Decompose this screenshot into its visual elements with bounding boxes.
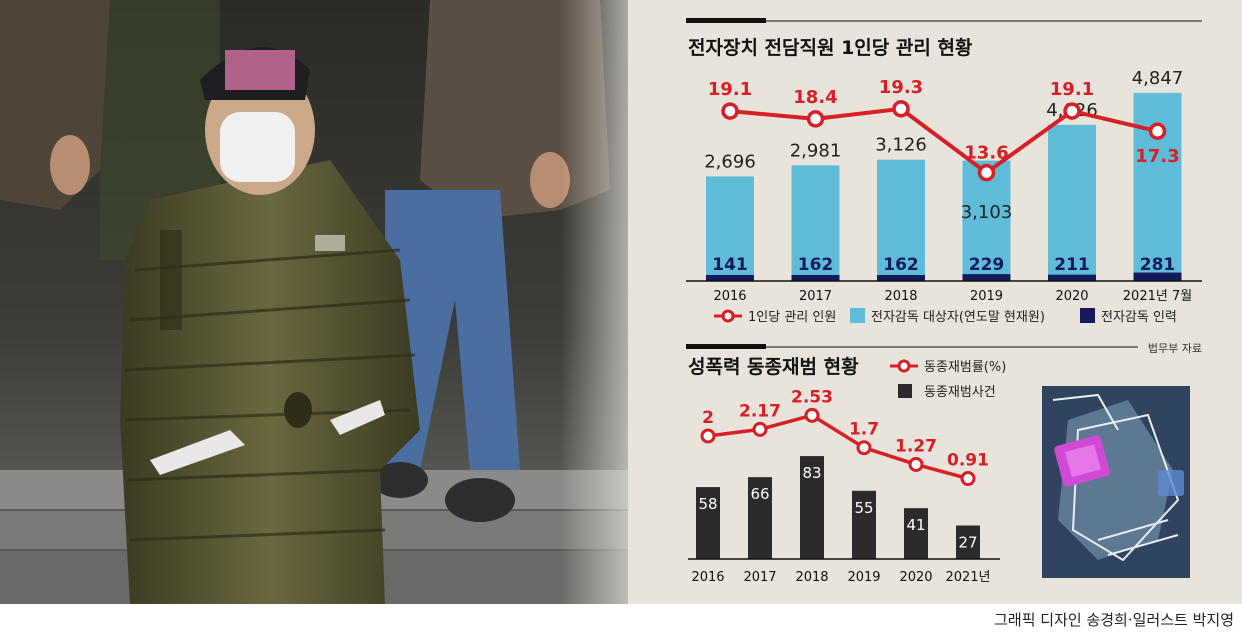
case-value-label: 58	[698, 495, 717, 513]
legend-swatch-targets	[850, 308, 865, 323]
per-person-value-label: 17.3	[1135, 146, 1179, 167]
x-tick-label: 2018	[795, 570, 828, 585]
target-bar	[706, 176, 754, 281]
target-bar	[1133, 92, 1182, 281]
staff-bar	[1048, 274, 1096, 281]
staff-bar	[706, 275, 754, 281]
recidivism-rate-point	[856, 440, 872, 456]
case-bar	[696, 487, 720, 559]
staff-bar	[962, 274, 1011, 281]
recidivism-rate-label: 2.17	[739, 401, 781, 421]
recidivism-rate-point	[700, 428, 716, 444]
recidivism-rate-point	[960, 471, 976, 487]
target-bar	[791, 165, 840, 281]
staff-value-label: 162	[883, 255, 919, 275]
per-person-point	[892, 100, 910, 118]
graphic-credit: 그래픽 디자인 송경희·일러스트 박지영	[994, 611, 1234, 629]
legend-line-marker	[721, 309, 735, 323]
per-person-line	[729, 106, 1158, 175]
recidivism-rate-label: 0.91	[947, 451, 989, 471]
recidivism-rate-point	[908, 456, 924, 472]
legend-label-per-person: 1인당 관리 인원	[748, 310, 836, 325]
legend2-swatch-cases	[898, 384, 912, 398]
target-value-label: 3,103	[961, 202, 1013, 223]
charts-canvas: 전자장치 전담직원 1인당 관리 현황 141 2,696 162 2,981 162 3…	[686, 18, 1202, 585]
case-bar	[748, 477, 772, 559]
case-value-label: 55	[854, 499, 873, 517]
x-tick-label: 2021년	[945, 570, 990, 585]
case-value-label: 83	[802, 464, 821, 482]
target-value-label: 2,696	[704, 151, 756, 172]
x-tick-label: 2019	[970, 289, 1003, 304]
legend-label-targets: 전자감독 대상자(연도말 현재원)	[871, 310, 1045, 325]
recidivism-rate-label: 2.53	[791, 387, 833, 407]
staff-value-label: 162	[798, 255, 834, 275]
x-tick-label: 2016	[713, 289, 746, 304]
target-bar	[877, 159, 925, 281]
chart2-x-axis: 2016 2017 2018 2019 2020 2021년	[691, 570, 990, 585]
target-value-label: 2,981	[790, 140, 842, 161]
per-person-point	[1063, 102, 1081, 120]
per-person-value-label: 13.6	[964, 143, 1008, 164]
ankle-monitor-illustration	[1042, 386, 1190, 578]
case-value-label: 66	[750, 485, 769, 503]
x-tick-label: 2020	[1055, 289, 1088, 304]
per-person-point	[721, 102, 739, 120]
per-person-value-label: 18.4	[793, 87, 837, 108]
recidivism-rate-point	[752, 421, 768, 437]
recidivism-rate-label: 1.27	[895, 436, 937, 456]
per-person-value-label: 19.1	[1050, 79, 1094, 100]
x-tick-label: 2021년 7월	[1123, 289, 1192, 304]
recidivism-rate-line	[707, 413, 969, 481]
x-tick-label: 2020	[899, 570, 932, 585]
chart1-title: 전자장치 전담직원 1인당 관리 현황	[688, 36, 973, 59]
recidivism-rate-label: 2	[702, 408, 714, 428]
chart2-legend: 동종재범률(%) 동종재범사건	[890, 359, 1006, 400]
target-value-label: 3,126	[875, 135, 927, 156]
chart1-bars: 1412,6961622,9811623,1262293,1032114,026…	[704, 68, 1183, 281]
case-bar	[956, 525, 980, 559]
chart1-line: 19.1 18.4 19.3 13.6 19.1 17.3	[708, 77, 1180, 182]
x-tick-label: 2017	[743, 570, 776, 585]
infographic-panel: 전자장치 전담직원 1인당 관리 현황 141 2,696 162 2,981 162 3…	[628, 0, 1242, 604]
case-bar	[800, 456, 824, 559]
target-bar	[1048, 124, 1096, 281]
x-tick-label: 2017	[799, 289, 832, 304]
case-bar	[904, 508, 928, 559]
case-bar	[852, 490, 876, 559]
x-tick-label: 2016	[691, 570, 724, 585]
chart2-line: 2 2.17 2.53 1.7 1.27 0.91	[700, 387, 989, 487]
staff-value-label: 229	[969, 255, 1005, 275]
legend-label-staff: 전자감독 인력	[1101, 310, 1177, 325]
x-tick-label: 2019	[847, 570, 880, 585]
staff-value-label: 141	[712, 255, 748, 275]
x-tick-label: 2018	[884, 289, 917, 304]
case-value-label: 27	[958, 534, 977, 552]
legend2-line-marker	[897, 359, 911, 373]
per-person-point	[977, 163, 996, 182]
legend-swatch-staff	[1080, 308, 1095, 323]
chart2-title: 성폭력 동종재범 현황	[688, 355, 859, 378]
recidivism-rate-point	[804, 407, 820, 423]
per-person-point	[806, 110, 825, 128]
news-photo	[0, 0, 660, 604]
per-person-point	[1148, 122, 1167, 140]
legend2-label-rate: 동종재범률(%)	[924, 360, 1006, 375]
recidivism-rate-label: 1.7	[849, 420, 879, 440]
staff-value-label: 281	[1140, 255, 1176, 275]
staff-value-label: 211	[1054, 255, 1090, 275]
legend2-label-cases: 동종재범사건	[924, 385, 996, 400]
target-value-label: 4,847	[1132, 68, 1184, 89]
chart2-bars: 58 66 83 55 41 27	[696, 456, 980, 559]
staff-bar	[791, 275, 840, 281]
per-person-value-label: 19.3	[879, 77, 923, 98]
chart1-legend: 1인당 관리 인원 전자감독 대상자(연도말 현재원) 전자감독 인력	[714, 308, 1177, 325]
per-person-value-label: 19.1	[708, 79, 752, 100]
staff-bar	[877, 275, 925, 281]
source-note: 법무부 자료	[1148, 342, 1202, 355]
case-value-label: 41	[906, 516, 925, 534]
staff-bar	[1133, 272, 1182, 281]
chart1-x-axis: 2016 2017 2018 2019 2020 2021년 7월	[713, 289, 1192, 304]
